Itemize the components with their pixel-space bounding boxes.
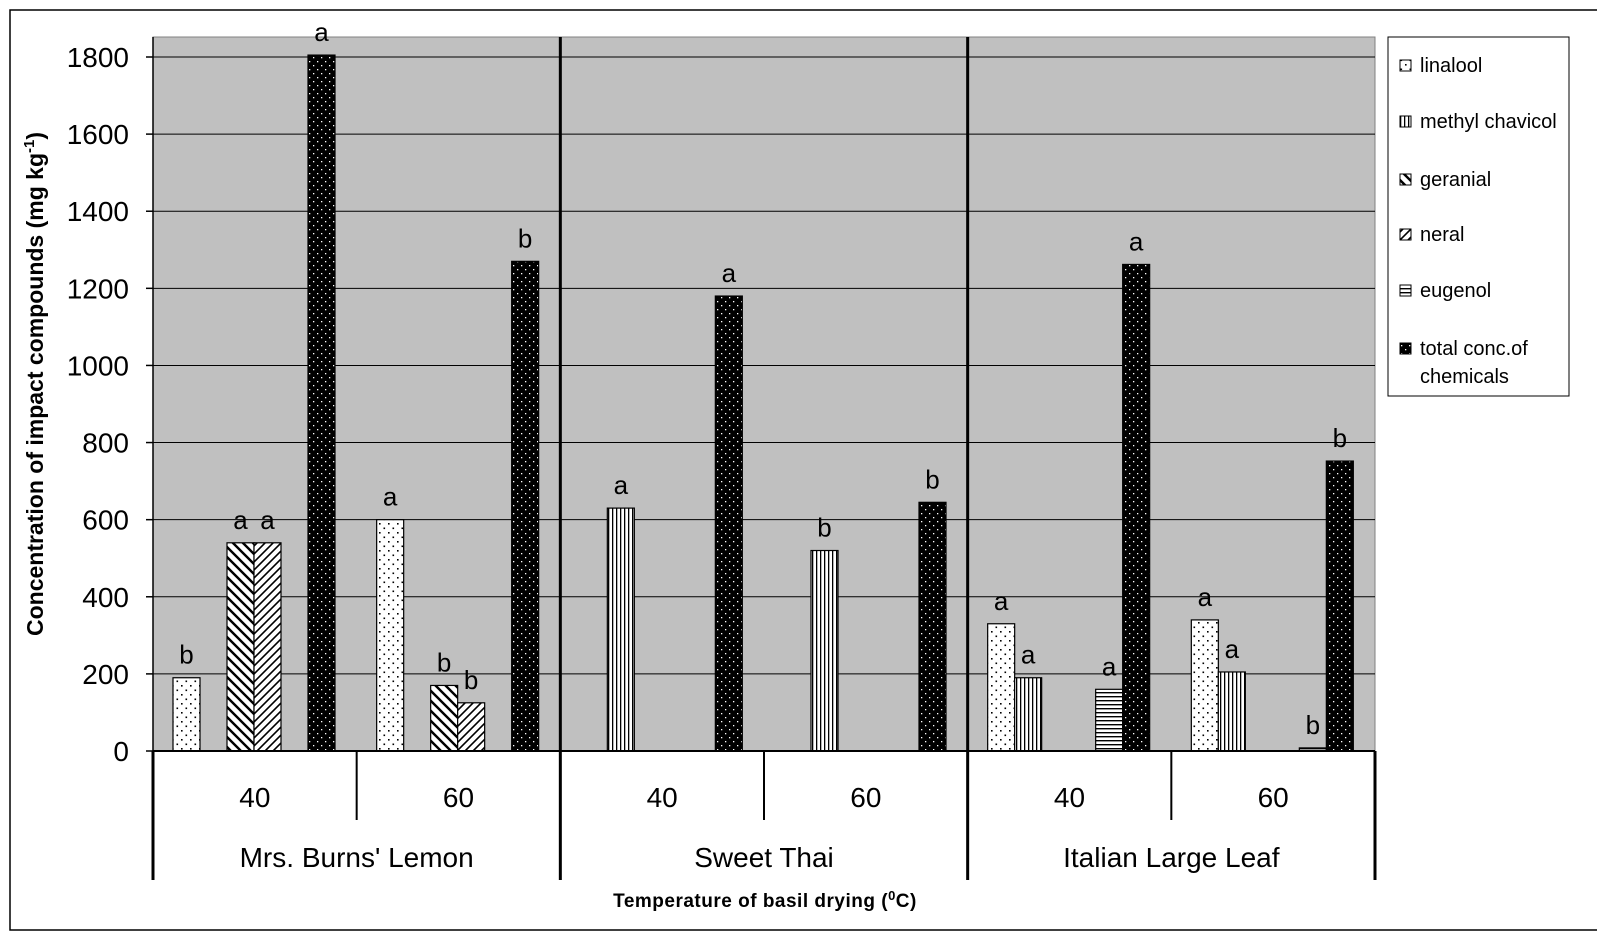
y-tick-label: 600 — [82, 505, 129, 536]
legend-label: linalool — [1420, 55, 1482, 77]
legend-label: neral — [1420, 224, 1464, 246]
bar-neral — [457, 702, 486, 752]
legend-label: geranial — [1420, 169, 1491, 191]
significance-letter: a — [314, 17, 329, 47]
significance-letter: b — [437, 647, 451, 677]
figure-frame — [9, 9, 1597, 931]
legend-label-line2: chemicals — [1420, 366, 1509, 388]
temperature-label: 60 — [850, 782, 881, 813]
y-tick-label: 1800 — [67, 42, 129, 73]
legend-swatch-total — [1399, 342, 1412, 355]
legend-swatch-methyl — [1399, 115, 1412, 128]
bar-total — [918, 501, 947, 752]
gridlines — [153, 56, 1375, 675]
bar-methyl — [1217, 671, 1246, 752]
bar-linalool — [987, 623, 1016, 752]
temperature-label: 60 — [443, 782, 474, 813]
bar-eugenol — [1095, 688, 1124, 752]
legend-box — [1387, 36, 1570, 397]
significance-letter: a — [614, 470, 629, 500]
y-tick-label: 1400 — [67, 196, 129, 227]
legend-swatch-eugenol — [1399, 284, 1412, 297]
y-tick-label: 1000 — [67, 350, 129, 381]
significance-letter: a — [1021, 640, 1036, 670]
significance-letter: a — [1225, 634, 1240, 664]
significance-letter: a — [233, 505, 248, 535]
temperature-label: 40 — [647, 782, 678, 813]
significance-letter: b — [925, 464, 939, 494]
bar-linalool — [172, 677, 201, 752]
x-axis-label: Temperature of basil drying (0C) — [613, 888, 917, 912]
bar-methyl — [606, 507, 635, 752]
significance-letter: a — [1129, 226, 1144, 256]
y-tick-label: 800 — [82, 428, 129, 459]
significance-letter: b — [1333, 423, 1347, 453]
legend-label: total conc.of — [1420, 338, 1528, 360]
bar-methyl — [1014, 677, 1043, 752]
bar-total — [511, 260, 540, 752]
bar-linalool — [1190, 619, 1219, 752]
legend-label: methyl chavicol — [1420, 111, 1557, 133]
bar-total — [1325, 460, 1354, 752]
y-tick-label: 0 — [113, 736, 129, 767]
bar-methyl — [810, 549, 839, 752]
y-axis-label-sup: -1 — [21, 140, 38, 153]
significance-letter: a — [722, 258, 737, 288]
bars — [172, 54, 1354, 752]
temperature-label: 60 — [1258, 782, 1289, 813]
temperature-label: 40 — [1054, 782, 1085, 813]
bar-neral — [253, 542, 282, 752]
significance-letter: a — [1198, 582, 1213, 612]
significance-letter: b — [464, 665, 478, 695]
cultivar-label: Italian Large Leaf — [1063, 842, 1280, 873]
significance-letter: b — [817, 513, 831, 543]
significance-letter: a — [383, 482, 398, 512]
y-axis-ticks: 0 200 400 600 800 1000 1200 1400 1600 1800 — [67, 37, 154, 767]
cultivar-label: Mrs. Burns' Lemon — [240, 842, 474, 873]
legend-swatch-neral — [1399, 228, 1412, 241]
bar-total — [307, 54, 336, 752]
significance-letter: a — [1102, 651, 1117, 681]
bar-linalool — [376, 519, 405, 752]
x-axis-label-sup: 0 — [888, 888, 896, 903]
y-tick-label: 200 — [82, 659, 129, 690]
significance-letter: a — [994, 586, 1009, 616]
y-tick-label: 400 — [82, 582, 129, 613]
legend-swatch-linalool — [1399, 59, 1412, 72]
significance-letter: b — [179, 640, 193, 670]
y-axis-label: Concentration of impact compounds (mg kg… — [21, 132, 48, 636]
legend-swatch-geranial — [1399, 173, 1412, 186]
significance-letter: a — [260, 505, 275, 535]
significance-letter: b — [518, 223, 532, 253]
legend: linalool methyl chavicol geranial neral euge… — [1387, 36, 1570, 397]
significance-letter: b — [1306, 710, 1320, 740]
legend-label: eugenol — [1420, 280, 1491, 302]
x-axis: 40 60 Mrs. Burns' Lemon 40 60 Sweet Thai 40 60 I… — [151, 37, 1377, 880]
bar-total — [1122, 263, 1151, 752]
y-tick-label: 1200 — [67, 273, 129, 304]
y-tick-label: 1600 — [67, 119, 129, 150]
bar-geranial — [226, 542, 255, 752]
bar-geranial — [430, 684, 459, 752]
bar-total — [714, 295, 743, 752]
cultivar-label: Sweet Thai — [694, 842, 834, 873]
temperature-label: 40 — [239, 782, 270, 813]
